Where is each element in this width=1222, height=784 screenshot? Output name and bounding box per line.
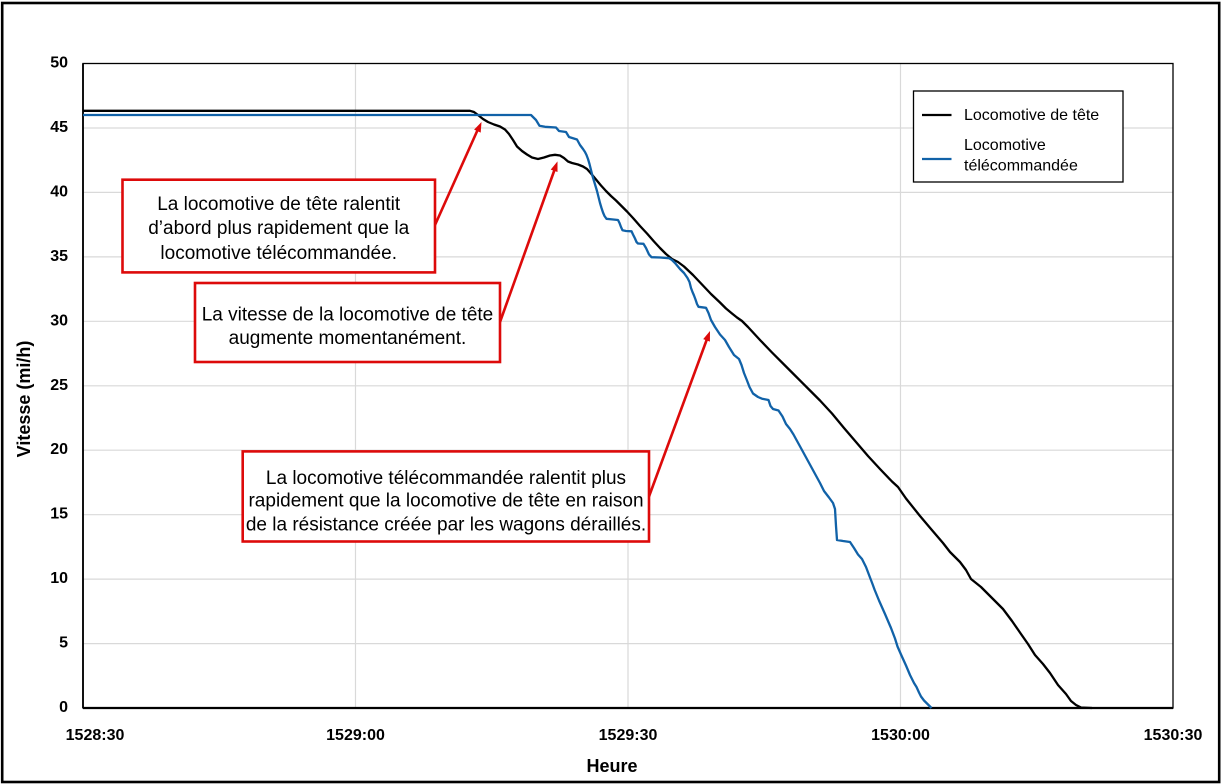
svg-text:Locomotive de tête: Locomotive de tête [964,107,1099,124]
svg-text:0: 0 [59,699,68,716]
svg-text:20: 20 [50,441,68,458]
svg-text:rapidement que la locomotive d: rapidement que la locomotive de tête en … [248,491,643,512]
svg-text:1529:00: 1529:00 [326,727,385,744]
svg-text:Locomotive: Locomotive [964,137,1046,154]
svg-text:1530:00: 1530:00 [871,727,930,744]
svg-text:locomotive télécommandée.: locomotive télécommandée. [160,243,397,264]
svg-text:5: 5 [59,635,68,652]
svg-text:1529:30: 1529:30 [599,727,658,744]
svg-text:30: 30 [50,312,68,329]
svg-text:45: 45 [50,119,68,136]
svg-text:de la résistance créée par les: de la résistance créée par les wagons dé… [246,515,646,536]
svg-text:40: 40 [50,183,68,200]
svg-text:50: 50 [50,55,68,72]
svg-text:25: 25 [50,377,68,394]
svg-text:La vitesse de la locomotive de: La vitesse de la locomotive de tête [202,305,494,326]
svg-text:La locomotive de tête ralentit: La locomotive de tête ralentit [157,194,401,215]
svg-text:Heure: Heure [586,756,637,776]
svg-text:1528:30: 1528:30 [66,727,125,744]
svg-text:15: 15 [50,506,68,523]
svg-text:d’abord plus rapidement que la: d’abord plus rapidement que la [148,218,409,239]
svg-text:augmente momentanément.: augmente momentanément. [229,328,467,349]
svg-text:1530:30: 1530:30 [1144,727,1203,744]
svg-text:10: 10 [50,570,68,587]
svg-text:35: 35 [50,248,68,265]
svg-text:La locomotive télécommandée ra: La locomotive télécommandée ralentit plu… [266,468,626,489]
svg-text:Vitesse (mi/h): Vitesse (mi/h) [14,341,34,458]
svg-text:télécommandée: télécommandée [964,158,1078,175]
